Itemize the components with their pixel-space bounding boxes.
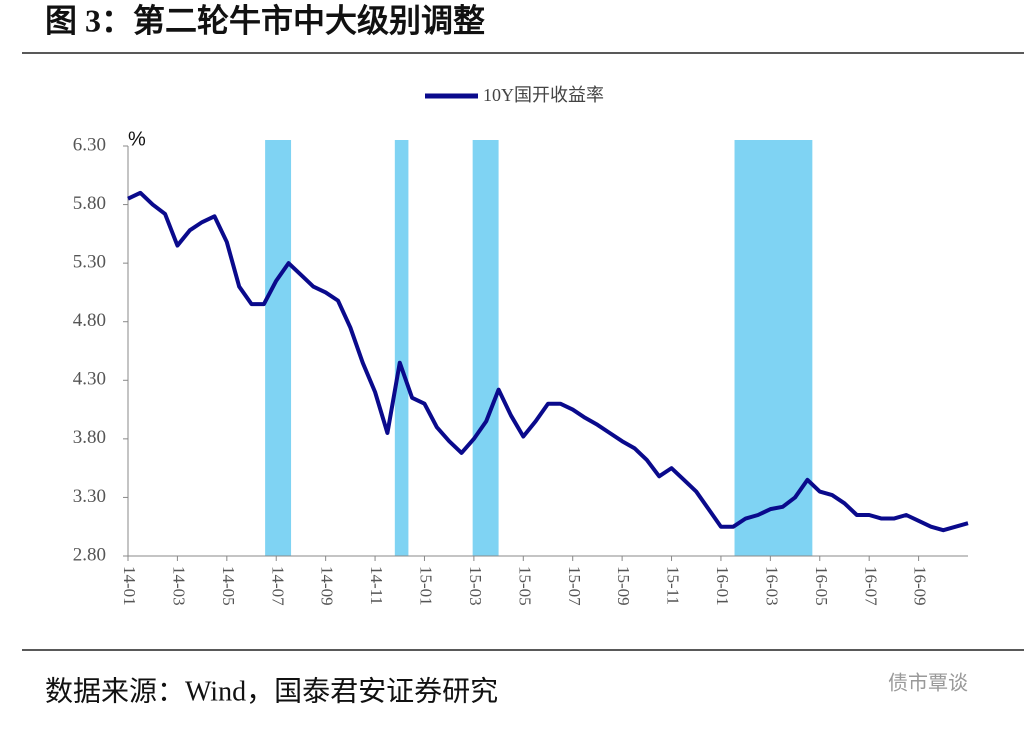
x-tick-label: 14-07	[268, 566, 287, 606]
x-tick-label: 15-11	[664, 566, 683, 605]
y-tick-label: 5.80	[73, 193, 106, 214]
y-tick-label: 4.30	[73, 369, 106, 390]
highlight-band	[394, 140, 409, 556]
plot: 2.80 3.30 3.80 4.30 4.80 5.30 5.80 6.30 14-01 14-…	[73, 134, 969, 606]
x-tick-label: 16-09	[911, 566, 930, 606]
y-tick-label: 3.30	[73, 486, 106, 507]
x-tick-label: 16-03	[762, 566, 781, 606]
x-tick-label: 16-07	[861, 566, 880, 606]
title: 图 3：第二轮牛市中大级别调整	[45, 2, 485, 38]
x-tick-label: 15-01	[417, 566, 436, 606]
y-unit: %	[128, 128, 146, 150]
x-tick-label: 15-05	[515, 566, 534, 606]
highlight-band	[734, 140, 813, 556]
x-tick-label: 16-05	[812, 566, 831, 606]
x-tick-label: 16-01	[713, 566, 732, 606]
y-tick-label: 2.80	[73, 544, 106, 565]
y-tick-label: 4.80	[73, 310, 106, 331]
legend-label: 10Y国开收益率	[483, 85, 604, 105]
x-tick-label: 14-03	[170, 566, 189, 606]
x-tick-label: 14-01	[120, 566, 139, 606]
y-tick-label: 6.30	[73, 134, 106, 155]
highlight-band	[265, 140, 292, 556]
source: 数据来源：Wind，国泰君安证券研究	[45, 675, 498, 707]
highlight-band	[472, 140, 499, 556]
x-tick-label: 14-11	[367, 566, 386, 605]
x-tick-label: 14-05	[219, 566, 238, 606]
series-line	[127, 190, 969, 533]
y-tick-label: 5.30	[73, 252, 106, 273]
x-tick-label: 15-09	[614, 566, 633, 606]
x-tick-label: 15-03	[466, 566, 485, 606]
y-tick-label: 3.80	[73, 427, 106, 448]
x-tick-label: 14-09	[318, 566, 337, 606]
watermark: 债市覃谈	[888, 671, 968, 695]
x-tick-label: 15-07	[565, 566, 584, 606]
